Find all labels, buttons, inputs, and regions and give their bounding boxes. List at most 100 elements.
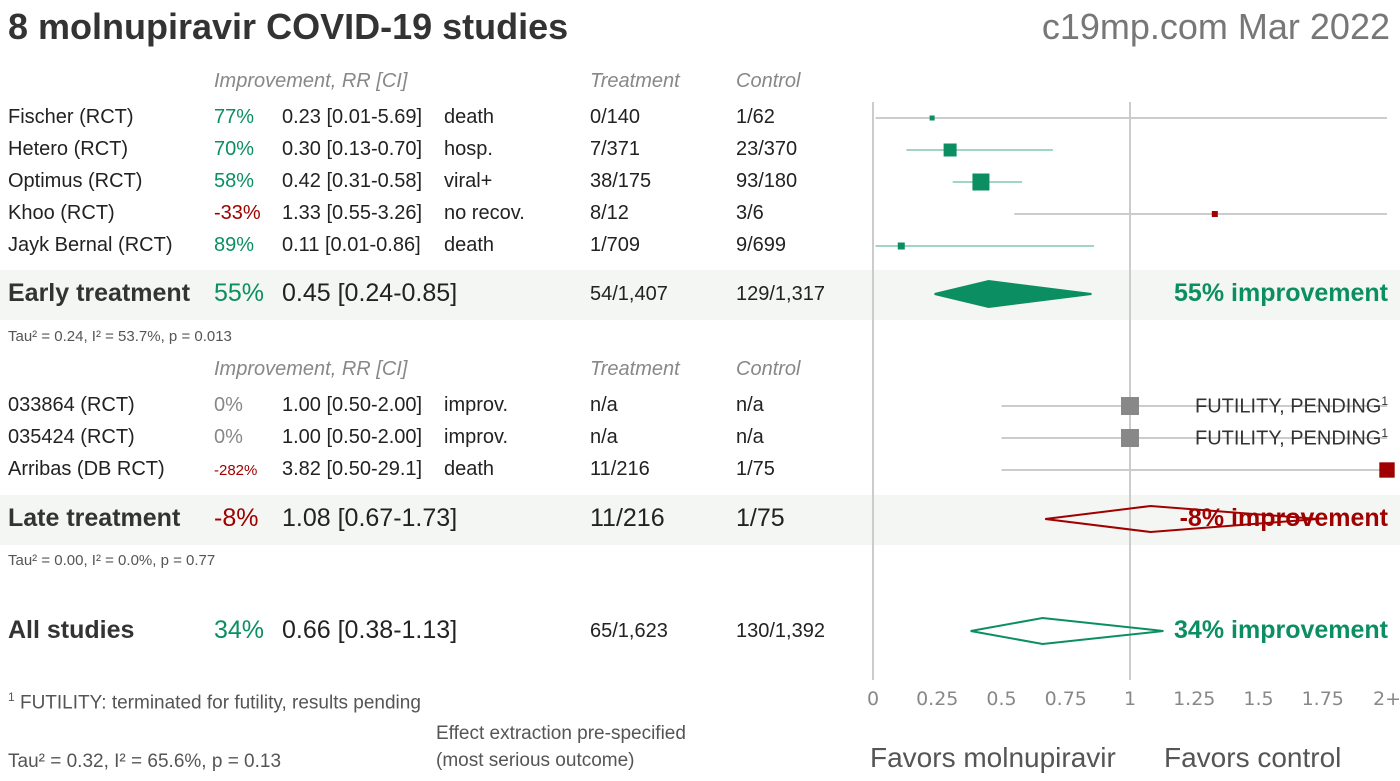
summary-name: All studies	[8, 616, 135, 644]
study-name: Optimus (RCT)	[8, 170, 143, 192]
header-effect: Improvement, RR [CI]	[214, 358, 408, 380]
x-tick-label: 2+	[1373, 688, 1400, 710]
study-improvement: 77%	[214, 106, 255, 128]
summary-diamond	[934, 279, 1092, 309]
study-name: Hetero (RCT)	[8, 138, 129, 160]
summary-diamond	[1045, 504, 1318, 534]
effect-marker	[1211, 211, 1218, 217]
summary-control: 1/75	[736, 504, 785, 532]
effect-marker	[943, 143, 957, 157]
study-control: 93/180	[736, 170, 798, 192]
study-improvement: 70%	[214, 138, 255, 160]
chart-title: 8 molnupiravir COVID-19 studies	[8, 6, 569, 47]
summary-rr-ci: 0.45 [0.24-0.85]	[282, 279, 458, 307]
study-name: Fischer (RCT)	[8, 106, 134, 128]
study-control: 9/699	[736, 234, 787, 256]
site-label: c19mp.com Mar 2022	[1041, 6, 1390, 47]
study-treatment: 0/140	[590, 106, 641, 128]
futility-note: FUTILITY, PENDING1	[1194, 426, 1388, 450]
study-control: 3/6	[736, 202, 764, 224]
extraction-note-1: Effect extraction pre-specified	[436, 723, 686, 744]
header-control: Control	[736, 70, 801, 92]
late-band	[0, 495, 1400, 545]
summary-rr-ci: 0.66 [0.38-1.13]	[282, 616, 458, 644]
header-treatment: Treatment	[590, 358, 680, 380]
study-outcome: viral+	[444, 170, 493, 192]
study-improvement: 0%	[214, 426, 243, 448]
overall-stats: Tau² = 0.32, I² = 65.6%, p = 0.13	[8, 751, 282, 772]
x-tick-label: 1.5	[1243, 688, 1273, 710]
study-outcome: improv.	[444, 394, 509, 416]
effect-marker	[897, 242, 905, 250]
early-band	[0, 270, 1400, 320]
summary-label: 34% improvement	[1174, 616, 1388, 644]
x-tick-label: 0.75	[1045, 688, 1087, 710]
study-control: 1/62	[736, 106, 775, 128]
study-control: 1/75	[736, 458, 775, 480]
study-improvement: 89%	[214, 234, 255, 256]
study-rr-ci: 1.33 [0.55-3.26]	[282, 202, 423, 224]
study-treatment: n/a	[590, 426, 618, 448]
effect-marker	[972, 173, 990, 191]
summary-improvement: -8%	[214, 504, 259, 532]
study-rr-ci: 0.30 [0.13-0.70]	[282, 138, 423, 160]
summary-name: Late treatment	[8, 504, 181, 532]
note-superscript: 1	[1381, 394, 1388, 408]
summary-label: 55% improvement	[1174, 279, 1388, 307]
x-tick-label: 1	[1124, 688, 1136, 710]
effect-marker	[1121, 397, 1139, 415]
study-treatment: 8/12	[590, 202, 629, 224]
summary-control: 129/1,317	[736, 283, 825, 305]
study-treatment: 7/371	[590, 138, 641, 160]
footnote: 1 FUTILITY: terminated for futility, res…	[8, 690, 421, 714]
study-improvement: -282%	[214, 462, 258, 479]
x-tick-label: 0.5	[986, 688, 1016, 710]
study-outcome: no recov.	[444, 202, 525, 224]
study-treatment: 38/175	[590, 170, 652, 192]
extraction-note-2: (most serious outcome)	[436, 750, 635, 771]
study-outcome: death	[444, 458, 495, 480]
summary-improvement: 55%	[214, 279, 265, 307]
study-outcome: death	[444, 106, 495, 128]
study-name: Khoo (RCT)	[8, 202, 115, 224]
study-rr-ci: 0.23 [0.01-5.69]	[282, 106, 423, 128]
study-treatment: n/a	[590, 394, 618, 416]
study-improvement: -33%	[214, 202, 261, 224]
study-rr-ci: 0.11 [0.01-0.86]	[282, 234, 421, 256]
x-tick-label: 1.75	[1302, 688, 1344, 710]
effect-marker	[1121, 429, 1139, 447]
summary-treatment: 65/1,623	[590, 620, 668, 642]
note-superscript: 1	[1381, 426, 1388, 440]
effect-marker	[1379, 462, 1395, 478]
study-name: 033864 (RCT)	[8, 394, 135, 416]
x-tick-label: 1.25	[1173, 688, 1215, 710]
study-outcome: death	[444, 234, 495, 256]
futility-note: FUTILITY, PENDING1	[1194, 394, 1388, 418]
study-outcome: improv.	[444, 426, 509, 448]
header-control: Control	[736, 358, 801, 380]
effect-marker	[929, 115, 935, 121]
favors-right: Favors control	[1164, 742, 1342, 773]
study-improvement: 58%	[214, 170, 255, 192]
study-control: n/a	[736, 426, 764, 448]
summary-name: Early treatment	[8, 279, 191, 307]
summary-rr-ci: 1.08 [0.67-1.73]	[282, 504, 458, 532]
study-name: 035424 (RCT)	[8, 426, 135, 448]
study-rr-ci: 1.00 [0.50-2.00]	[282, 426, 423, 448]
study-rr-ci: 1.00 [0.50-2.00]	[282, 394, 423, 416]
summary-treatment: 54/1,407	[590, 283, 668, 305]
late-stats: Tau² = 0.00, I² = 0.0%, p = 0.77	[8, 552, 216, 569]
summary-treatment: 11/216	[590, 504, 665, 532]
study-name: Arribas (DB RCT)	[8, 458, 165, 480]
study-rr-ci: 3.82 [0.50-29.1]	[282, 458, 423, 480]
x-tick-label: 0.25	[916, 688, 958, 710]
summary-diamond	[970, 616, 1164, 646]
early-stats: Tau² = 0.24, I² = 53.7%, p = 0.013	[8, 328, 232, 345]
study-name: Jayk Bernal (RCT)	[8, 234, 173, 256]
header-treatment: Treatment	[590, 70, 680, 92]
study-treatment: 11/216	[590, 458, 650, 480]
header-effect: Improvement, RR [CI]	[214, 70, 408, 92]
x-tick-label: 0	[867, 688, 879, 710]
